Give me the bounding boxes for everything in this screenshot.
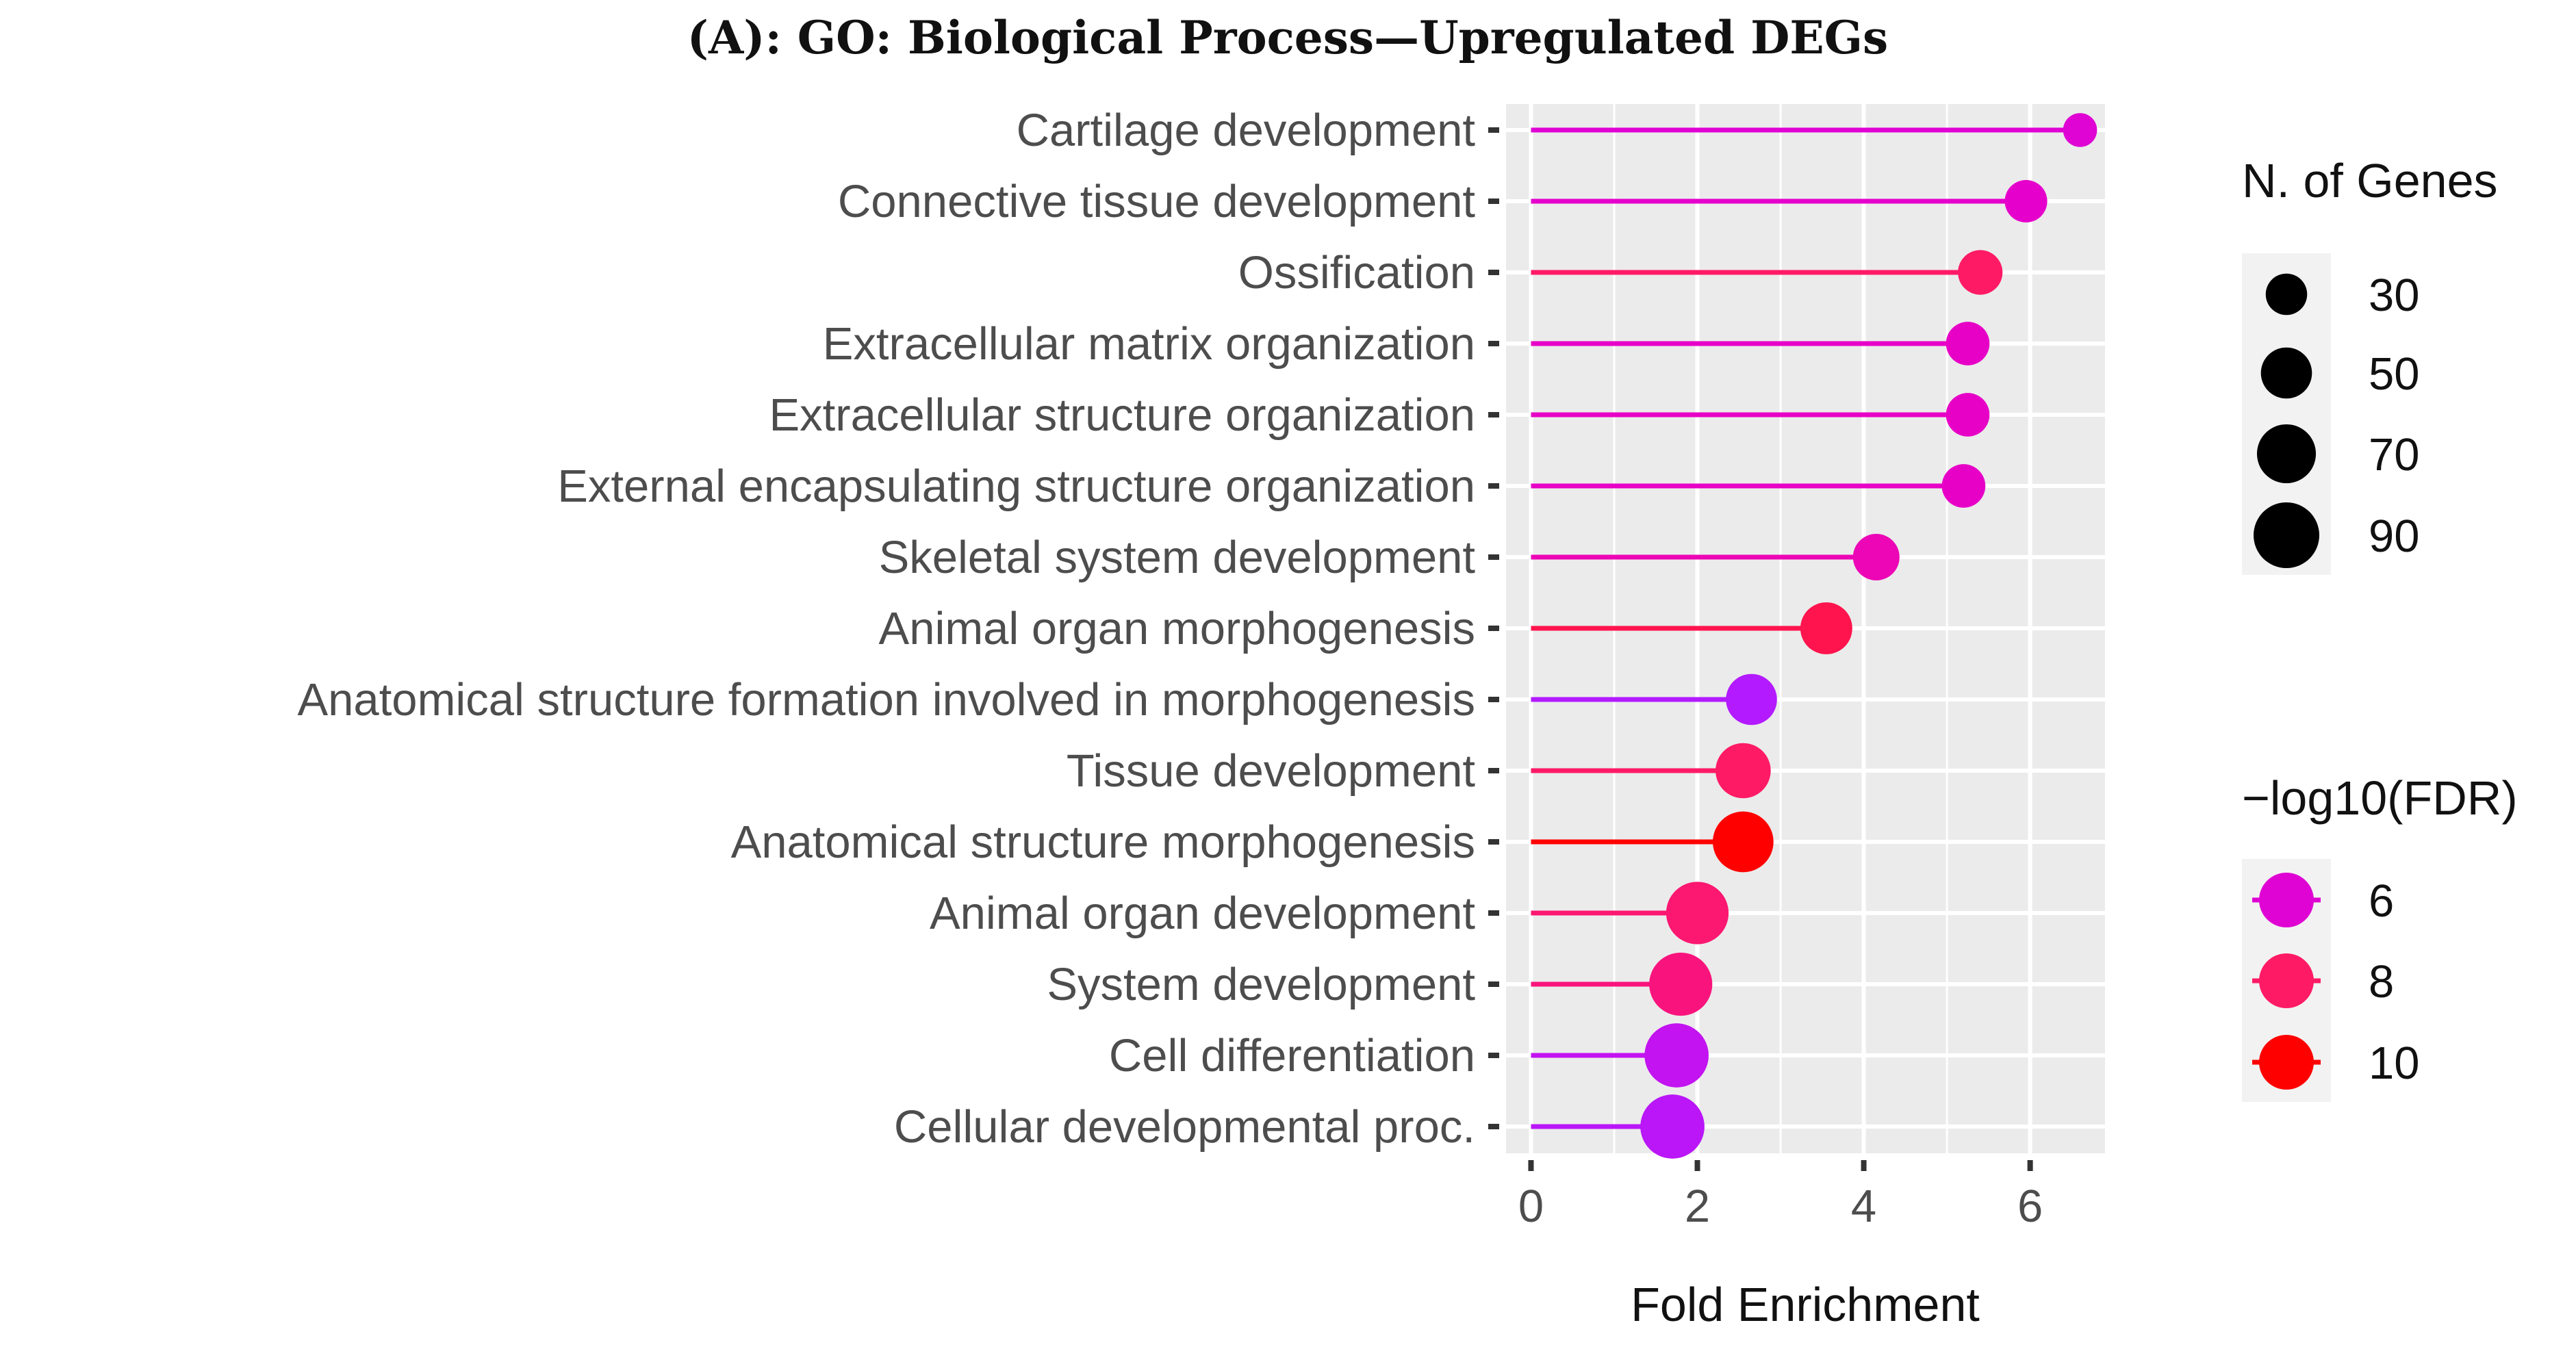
lollipop-point <box>1726 673 1777 725</box>
category-label: Skeletal system development <box>879 532 1476 583</box>
x-tick-labels: 0 2 4 6 <box>1518 1181 2043 1232</box>
color-legend-label: 6 <box>2369 875 2394 927</box>
x-axis-title: Fold Enrichment <box>1631 1278 1980 1331</box>
category-label: Cartilage development <box>1017 105 1476 156</box>
size-legend-items: 30 50 70 90 <box>2254 270 2420 568</box>
category-label: Cellular developmental proc. <box>894 1101 1475 1153</box>
color-legend-title: −log10(FDR) <box>2242 771 2518 825</box>
x-tick-label: 0 <box>1518 1181 1544 1232</box>
category-label: Ossification <box>1238 247 1475 298</box>
category-label: System development <box>1047 959 1475 1010</box>
size-legend-label: 50 <box>2369 348 2420 400</box>
lollipop-point <box>2063 113 2097 147</box>
category-label: Connective tissue development <box>838 176 1475 227</box>
lollipop-point <box>1644 1023 1709 1088</box>
color-legend-point <box>2259 1035 2314 1090</box>
size-legend-label: 30 <box>2369 270 2420 321</box>
lollipop-point <box>1716 743 1771 799</box>
category-labels: Cartilage development Connective tissue d… <box>297 105 1475 1153</box>
size-legend-label: 90 <box>2369 511 2420 562</box>
lollipop-point <box>1852 534 1900 580</box>
size-legend-point <box>2265 273 2308 316</box>
color-legend-label: 10 <box>2369 1038 2420 1089</box>
category-label: Extracellular matrix organization <box>823 318 1475 370</box>
axis-ticks <box>1488 127 2033 1171</box>
color-legend-point <box>2259 873 2314 927</box>
size-legend-title: N. of Genes <box>2242 154 2498 207</box>
lollipop-point <box>1640 1094 1705 1159</box>
color-legend-label: 8 <box>2369 956 2394 1007</box>
category-label: External encapsulating structure organiz… <box>557 461 1475 512</box>
size-legend-point <box>2254 502 2319 568</box>
x-tick-label: 4 <box>1851 1181 1876 1232</box>
lollipop-point <box>1666 882 1729 945</box>
lollipop-point <box>1713 811 1774 873</box>
category-label: Animal organ development <box>930 888 1475 939</box>
x-tick-label: 6 <box>2017 1181 2043 1232</box>
lollipop-point <box>1946 322 1990 365</box>
size-legend: N. of Genes 30 50 70 90 <box>2242 154 2498 575</box>
lollipop-point <box>1946 393 1990 437</box>
lollipop-point <box>1958 250 2003 295</box>
color-legend: −log10(FDR) 6 8 10 <box>2242 771 2518 1102</box>
size-legend-label: 70 <box>2369 429 2420 480</box>
lollipop-marks <box>1531 113 2097 1159</box>
size-legend-point <box>2256 424 2317 484</box>
category-label: Anatomical structure morphogenesis <box>731 817 1475 868</box>
category-label: Animal organ morphogenesis <box>879 603 1476 654</box>
category-label: Tissue development <box>1067 745 1475 797</box>
color-legend-point <box>2259 953 2314 1008</box>
chart-title: (A): GO: Biological Process—Upregulated … <box>687 11 1888 64</box>
category-label: Extracellular structure organization <box>769 389 1475 441</box>
size-legend-point <box>2260 347 2312 399</box>
lollipop-point <box>2004 179 2048 223</box>
x-tick-label: 2 <box>1685 1181 1710 1232</box>
lollipop-point <box>1649 952 1713 1016</box>
category-label: Cell differentiation <box>1109 1030 1475 1081</box>
color-legend-items: 6 8 10 <box>2252 873 2420 1090</box>
lollipop-point <box>1800 602 1852 654</box>
lollipop-point <box>1941 464 1986 508</box>
category-label: Anatomical structure formation involved … <box>297 674 1475 725</box>
